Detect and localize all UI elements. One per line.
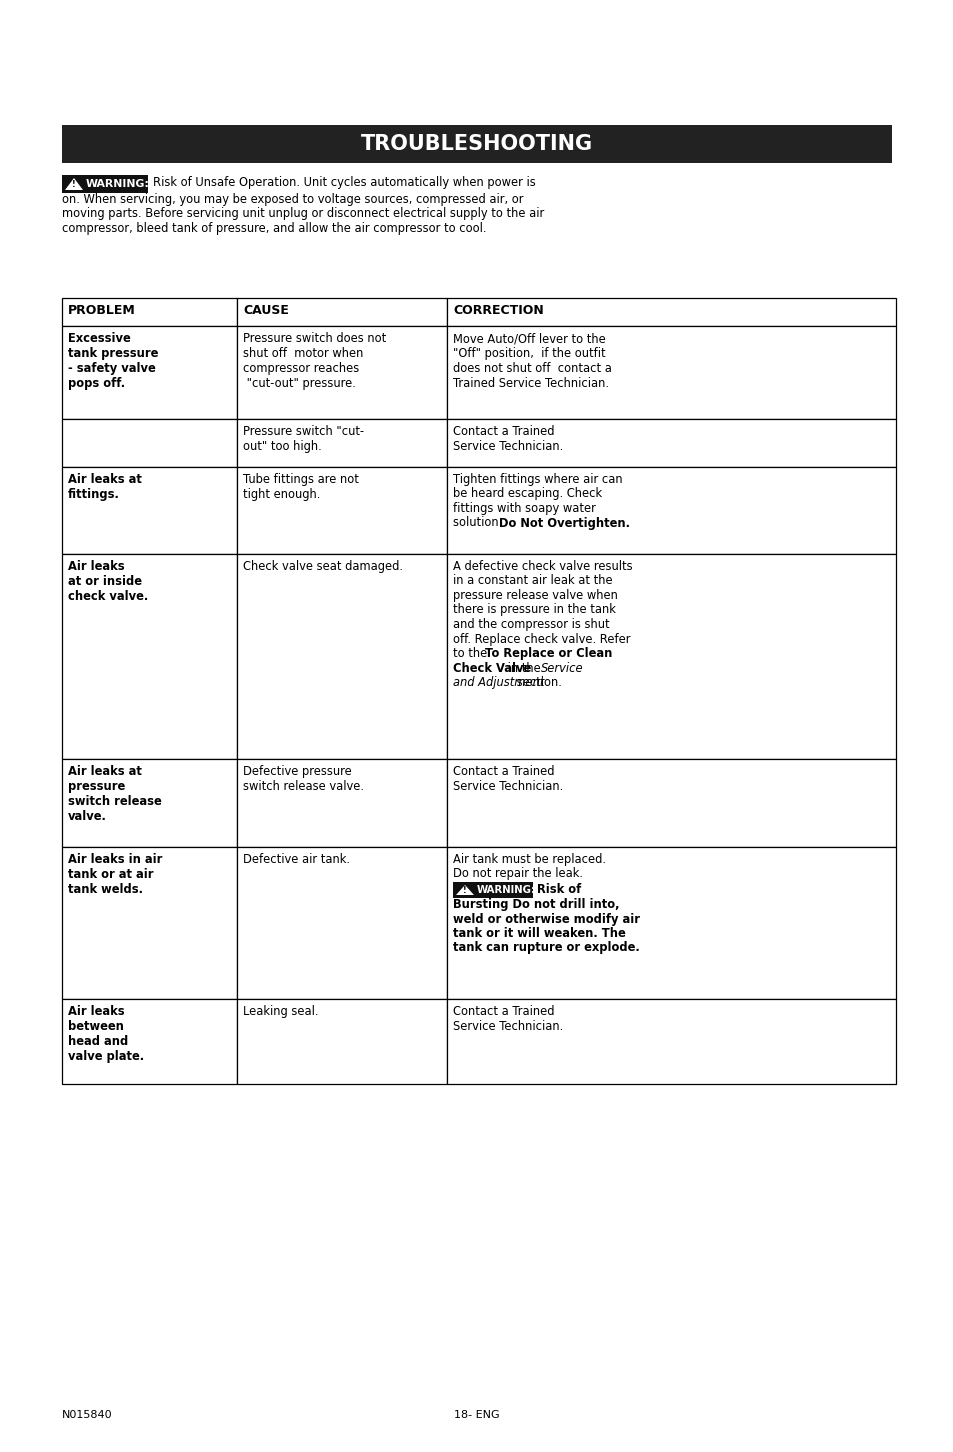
- Bar: [62, 420, 236, 468]
- Text: in a constant air leak at the: in a constant air leak at the: [453, 575, 612, 588]
- Text: WARNING:: WARNING:: [86, 179, 150, 189]
- Bar: [236, 327, 447, 420]
- Text: CORRECTION: CORRECTION: [453, 303, 543, 317]
- Text: Contact a Trained
Service Technician.: Contact a Trained Service Technician.: [453, 425, 562, 453]
- Text: Risk of Unsafe Operation. Unit cycles automatically when power is: Risk of Unsafe Operation. Unit cycles au…: [152, 176, 536, 189]
- Text: Move Auto/Off lever to the
"Off" position,  if the outfit
does not shut off  con: Move Auto/Off lever to the "Off" positio…: [453, 333, 611, 391]
- Text: Air leaks in air
tank or at air
tank welds.: Air leaks in air tank or at air tank wel…: [68, 852, 162, 896]
- Text: !: !: [72, 180, 75, 189]
- Text: Air tank must be replaced.: Air tank must be replaced.: [453, 852, 605, 865]
- Polygon shape: [456, 886, 474, 894]
- Bar: [453, 881, 533, 897]
- Bar: [62, 176, 148, 193]
- Bar: [62, 555, 236, 759]
- Text: Air leaks
at or inside
check valve.: Air leaks at or inside check valve.: [68, 560, 148, 603]
- Text: Air leaks
between
head and
valve plate.: Air leaks between head and valve plate.: [68, 1005, 144, 1063]
- Bar: [447, 327, 895, 420]
- Text: compressor, bleed tank of pressure, and allow the air compressor to cool.: compressor, bleed tank of pressure, and …: [62, 222, 486, 235]
- Bar: [236, 847, 447, 999]
- Text: there is pressure in the tank: there is pressure in the tank: [453, 604, 616, 617]
- Bar: [62, 468, 236, 555]
- Text: and Adjustment: and Adjustment: [453, 677, 544, 690]
- Text: CAUSE: CAUSE: [243, 303, 289, 317]
- Text: Leaking seal.: Leaking seal.: [243, 1005, 318, 1018]
- Text: TROUBLESHOOTING: TROUBLESHOOTING: [360, 134, 593, 154]
- Text: Excessive
tank pressure
- safety valve
pops off.: Excessive tank pressure - safety valve p…: [68, 333, 158, 391]
- Bar: [62, 327, 236, 420]
- Text: Check Valve: Check Valve: [453, 662, 531, 675]
- Bar: [447, 847, 895, 999]
- Bar: [62, 125, 891, 163]
- Text: in the: in the: [503, 662, 543, 675]
- Text: Air leaks at
fittings.: Air leaks at fittings.: [68, 473, 142, 501]
- Bar: [62, 298, 236, 327]
- Text: Bursting Do not drill into,: Bursting Do not drill into,: [453, 897, 618, 910]
- Text: be heard escaping. Check: be heard escaping. Check: [453, 488, 601, 501]
- Text: !: !: [463, 886, 466, 894]
- Text: PROBLEM: PROBLEM: [68, 303, 135, 317]
- Text: Tube fittings are not
tight enough.: Tube fittings are not tight enough.: [243, 473, 358, 501]
- Bar: [62, 759, 236, 847]
- Text: Do Not Overtighten.: Do Not Overtighten.: [498, 517, 630, 530]
- Text: section.: section.: [513, 677, 561, 690]
- Bar: [62, 999, 236, 1085]
- Text: Pressure switch does not
shut off  motor when
compressor reaches
 "cut-out" pres: Pressure switch does not shut off motor …: [243, 333, 386, 391]
- Bar: [447, 555, 895, 759]
- Text: Contact a Trained
Service Technician.: Contact a Trained Service Technician.: [453, 765, 562, 793]
- Text: Service: Service: [540, 662, 583, 675]
- Text: to the: to the: [453, 648, 491, 661]
- Bar: [236, 298, 447, 327]
- Text: on. When servicing, you may be exposed to voltage sources, compressed air, or: on. When servicing, you may be exposed t…: [62, 193, 523, 206]
- Text: weld or otherwise modify air: weld or otherwise modify air: [453, 912, 639, 925]
- Text: moving parts. Before servicing unit unplug or disconnect electrical supply to th: moving parts. Before servicing unit unpl…: [62, 208, 543, 221]
- Text: tank can rupture or explode.: tank can rupture or explode.: [453, 941, 639, 954]
- Text: Contact a Trained
Service Technician.: Contact a Trained Service Technician.: [453, 1005, 562, 1032]
- Bar: [236, 999, 447, 1085]
- Polygon shape: [65, 179, 83, 190]
- Text: A defective check valve results: A defective check valve results: [453, 560, 632, 574]
- Bar: [447, 999, 895, 1085]
- Bar: [447, 759, 895, 847]
- Text: solution.: solution.: [453, 517, 505, 530]
- Bar: [236, 468, 447, 555]
- Text: Defective air tank.: Defective air tank.: [243, 852, 350, 865]
- Bar: [236, 759, 447, 847]
- Text: Air leaks at
pressure
switch release
valve.: Air leaks at pressure switch release val…: [68, 765, 162, 823]
- Text: 18- ENG: 18- ENG: [454, 1410, 499, 1420]
- Text: off. Replace check valve. Refer: off. Replace check valve. Refer: [453, 633, 630, 646]
- Text: tank or it will weaken. The: tank or it will weaken. The: [453, 926, 625, 939]
- Text: fittings with soapy water: fittings with soapy water: [453, 502, 596, 515]
- Bar: [236, 555, 447, 759]
- Bar: [236, 420, 447, 468]
- Text: and the compressor is shut: and the compressor is shut: [453, 619, 609, 632]
- Text: Defective pressure
switch release valve.: Defective pressure switch release valve.: [243, 765, 364, 793]
- Bar: [447, 468, 895, 555]
- Bar: [447, 298, 895, 327]
- Bar: [62, 847, 236, 999]
- Text: pressure release valve when: pressure release valve when: [453, 590, 618, 603]
- Text: To Replace or Clean: To Replace or Clean: [485, 648, 612, 661]
- Bar: [447, 420, 895, 468]
- Text: Do not repair the leak.: Do not repair the leak.: [453, 867, 582, 880]
- Text: WARNING:: WARNING:: [476, 886, 536, 894]
- Text: Pressure switch "cut-
out" too high.: Pressure switch "cut- out" too high.: [243, 425, 364, 453]
- Text: Check valve seat damaged.: Check valve seat damaged.: [243, 560, 402, 574]
- Text: N015840: N015840: [62, 1410, 112, 1420]
- Text: Risk of: Risk of: [537, 883, 580, 896]
- Text: Tighten fittings where air can: Tighten fittings where air can: [453, 473, 622, 486]
